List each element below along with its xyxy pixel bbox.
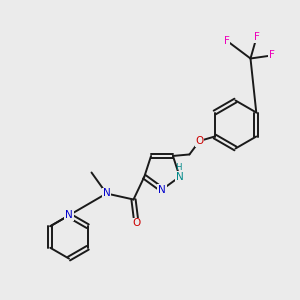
- Text: F: F: [254, 32, 260, 43]
- Text: N: N: [158, 184, 166, 195]
- Text: N: N: [176, 172, 184, 182]
- Text: O: O: [195, 136, 204, 146]
- Text: F: F: [224, 35, 230, 46]
- Text: N: N: [103, 188, 110, 199]
- Text: O: O: [132, 218, 141, 229]
- Text: F: F: [268, 50, 274, 61]
- Text: N: N: [65, 210, 73, 220]
- Text: H: H: [175, 163, 181, 172]
